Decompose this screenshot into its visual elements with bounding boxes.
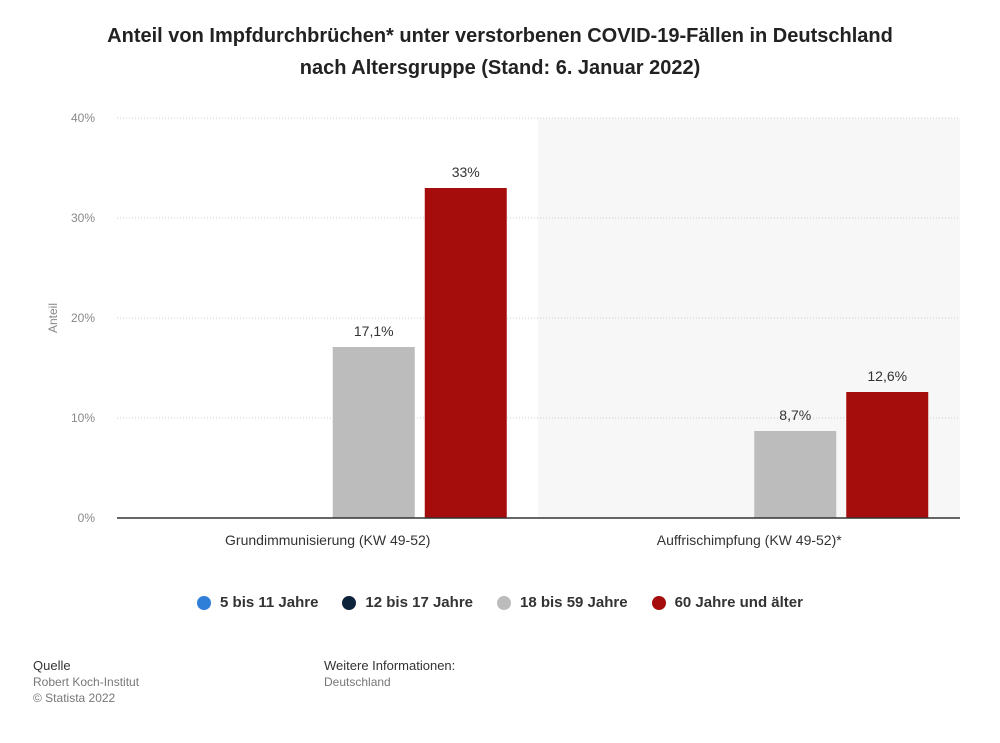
legend-item[interactable]: 12 bis 17 Jahre — [342, 594, 473, 611]
bar[interactable] — [846, 392, 929, 518]
bar[interactable] — [424, 188, 507, 518]
y-axis-ticks: 0% 10% 20% 30% 40% — [71, 111, 95, 525]
bar-chart: 0%10%20%30%40% Anteil 17,1%33%8,7%12,6% … — [46, 111, 960, 548]
x-category-label: Auffrischimpfung (KW 49-52)* — [657, 532, 842, 548]
source-heading: Quelle — [33, 658, 71, 673]
chart-title-line-1: Anteil von Impfdurchbrüchen* unter verst… — [107, 25, 893, 47]
data-labels: 17,1% 33% 8,7% 12,6% — [354, 164, 907, 423]
y-tick-label: 0% — [78, 511, 96, 525]
grid-lines — [117, 117, 960, 419]
chart-title-line-2: nach Altersgruppe (Stand: 6. Januar 2022… — [299, 57, 701, 79]
chart-legend: 5 bis 11 Jahre 12 bis 17 Jahre 18 bis 59 J… — [0, 594, 1000, 611]
legend-label: 5 bis 11 Jahre — [220, 594, 319, 611]
info-heading: Weitere Informationen: — [324, 658, 456, 673]
legend-marker — [497, 595, 511, 610]
chart-title: Anteil von Impfdurchbrüchen* unter verst… — [40, 20, 960, 84]
bar-value-label: 12,6% — [867, 368, 907, 384]
legend-item[interactable]: 5 bis 11 Jahre — [197, 594, 318, 611]
y-tick-label: 40% — [71, 111, 95, 125]
y-tick-label: 20% — [71, 311, 95, 325]
bar[interactable] — [332, 347, 415, 518]
bar-value-label: 33% — [452, 164, 480, 180]
x-category-label: Grundimmunisierung (KW 49-52) — [225, 532, 430, 548]
legend-label: 18 bis 59 Jahre — [520, 594, 628, 611]
legend-label: 12 bis 17 Jahre — [365, 594, 473, 611]
legend-item[interactable]: 60 Jahre und älter — [651, 594, 803, 611]
x-axis-categories: Grundimmunisierung (KW 49-52) Auffrischim… — [225, 532, 842, 548]
source-block: Quelle Robert Koch-Institut © Statista 2… — [33, 658, 139, 706]
copyright: © Statista 2022 — [33, 691, 116, 705]
legend-marker — [197, 595, 212, 610]
legend-marker — [651, 595, 666, 610]
source-name: Robert Koch-Institut — [33, 675, 140, 689]
legend-item[interactable]: 18 bis 59 Jahre — [497, 594, 628, 611]
y-axis-label: Anteil — [46, 303, 60, 333]
legend-label: 60 Jahre und älter — [674, 594, 803, 611]
bars — [332, 188, 929, 518]
bar[interactable] — [754, 431, 837, 518]
y-tick-label: 30% — [71, 211, 95, 225]
info-region-link[interactable]: Deutschland — [324, 675, 391, 689]
legend-marker — [342, 595, 357, 610]
bar-value-label: 8,7% — [779, 407, 811, 423]
info-block: Weitere Informationen: Deutschland — [324, 658, 455, 690]
y-tick-label: 10% — [71, 411, 95, 425]
bar-value-label: 17,1% — [354, 323, 394, 339]
